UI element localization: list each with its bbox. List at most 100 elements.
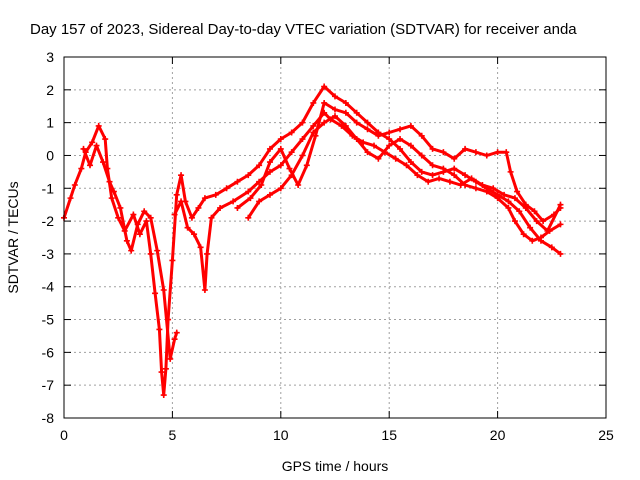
data-point bbox=[483, 152, 490, 159]
data-point bbox=[245, 188, 252, 195]
data-point bbox=[516, 208, 523, 215]
x-tick-label: 20 bbox=[490, 427, 506, 443]
data-point bbox=[527, 224, 534, 231]
data-point bbox=[108, 195, 115, 202]
y-tick-label: -2 bbox=[42, 213, 55, 229]
data-point bbox=[505, 198, 512, 205]
data-point bbox=[540, 218, 547, 225]
plot-area bbox=[61, 83, 564, 399]
data-point bbox=[299, 136, 306, 143]
data-point bbox=[462, 145, 469, 152]
data-point bbox=[403, 162, 410, 169]
data-point bbox=[230, 198, 237, 205]
data-point bbox=[511, 195, 518, 202]
data-point bbox=[557, 250, 564, 257]
series-line bbox=[82, 144, 179, 361]
data-point bbox=[134, 221, 141, 228]
data-point bbox=[429, 172, 436, 179]
data-point bbox=[299, 119, 306, 126]
series-track-1 bbox=[61, 83, 564, 399]
data-point bbox=[67, 195, 74, 202]
data-point bbox=[548, 244, 555, 251]
data-point bbox=[353, 119, 360, 126]
data-point bbox=[505, 204, 512, 211]
y-tick-label: 0 bbox=[46, 147, 54, 163]
data-point bbox=[546, 227, 553, 234]
data-point bbox=[342, 122, 349, 129]
data-point bbox=[217, 204, 224, 211]
series-line bbox=[173, 111, 562, 292]
data-point bbox=[332, 106, 338, 113]
data-point bbox=[537, 234, 544, 241]
data-point bbox=[184, 224, 191, 231]
data-point bbox=[407, 122, 414, 129]
y-tick-label: -8 bbox=[42, 410, 55, 426]
data-point bbox=[223, 185, 230, 192]
data-point bbox=[522, 201, 529, 208]
x-tick-label: 25 bbox=[598, 427, 614, 443]
data-point bbox=[167, 355, 174, 362]
data-point bbox=[446, 178, 453, 185]
data-point bbox=[102, 136, 109, 143]
data-point bbox=[353, 109, 360, 116]
data-point bbox=[201, 195, 208, 202]
data-point bbox=[117, 204, 124, 211]
data-point bbox=[136, 231, 143, 238]
data-point bbox=[123, 237, 130, 244]
data-point bbox=[529, 237, 536, 244]
data-point bbox=[158, 369, 165, 376]
data-point bbox=[258, 181, 265, 188]
y-tick-label: 1 bbox=[46, 115, 54, 131]
data-point bbox=[87, 162, 94, 169]
data-point bbox=[418, 132, 425, 139]
data-point bbox=[514, 188, 521, 195]
data-point bbox=[407, 159, 414, 166]
data-point bbox=[332, 113, 338, 120]
data-point bbox=[71, 181, 78, 188]
data-point bbox=[479, 181, 486, 188]
data-point bbox=[490, 185, 497, 192]
data-point bbox=[418, 152, 425, 159]
data-point bbox=[234, 204, 241, 211]
y-axis: 3 2 1 0 -1 -2 -3 -4 -5 -6 -7 -8 bbox=[42, 49, 606, 426]
data-point bbox=[451, 165, 458, 172]
data-point bbox=[392, 155, 399, 162]
data-point bbox=[93, 142, 100, 149]
series-line bbox=[235, 101, 562, 223]
data-point bbox=[342, 109, 349, 116]
data-point bbox=[425, 178, 432, 185]
y-axis-label: SDTVAR / TECUs bbox=[5, 181, 21, 293]
data-point bbox=[397, 145, 404, 152]
data-point bbox=[550, 211, 557, 218]
data-point bbox=[80, 145, 87, 152]
data-point bbox=[171, 211, 178, 218]
data-point bbox=[130, 211, 137, 218]
plot-frame bbox=[63, 56, 607, 419]
data-point bbox=[204, 250, 211, 257]
data-point bbox=[440, 149, 447, 156]
series-track-5 bbox=[245, 113, 564, 244]
data-point bbox=[436, 175, 443, 182]
y-tick-label: -6 bbox=[42, 344, 55, 360]
data-point bbox=[364, 119, 371, 126]
data-point bbox=[310, 122, 317, 129]
data-point bbox=[303, 162, 310, 169]
data-point bbox=[277, 185, 284, 192]
data-point bbox=[483, 188, 490, 195]
data-point bbox=[208, 214, 215, 221]
y-tick-label: 3 bbox=[46, 49, 54, 65]
data-point bbox=[266, 145, 273, 152]
data-point bbox=[375, 155, 382, 162]
data-point bbox=[162, 365, 169, 372]
data-point bbox=[173, 329, 180, 336]
data-point bbox=[247, 195, 254, 202]
data-point bbox=[520, 231, 527, 238]
data-point bbox=[156, 326, 163, 333]
data-point bbox=[386, 142, 393, 149]
data-point bbox=[141, 208, 148, 215]
data-point bbox=[212, 191, 219, 198]
data-point bbox=[494, 195, 501, 202]
data-point bbox=[128, 247, 135, 254]
data-point bbox=[110, 188, 117, 195]
y-tick-label: -3 bbox=[42, 246, 55, 262]
